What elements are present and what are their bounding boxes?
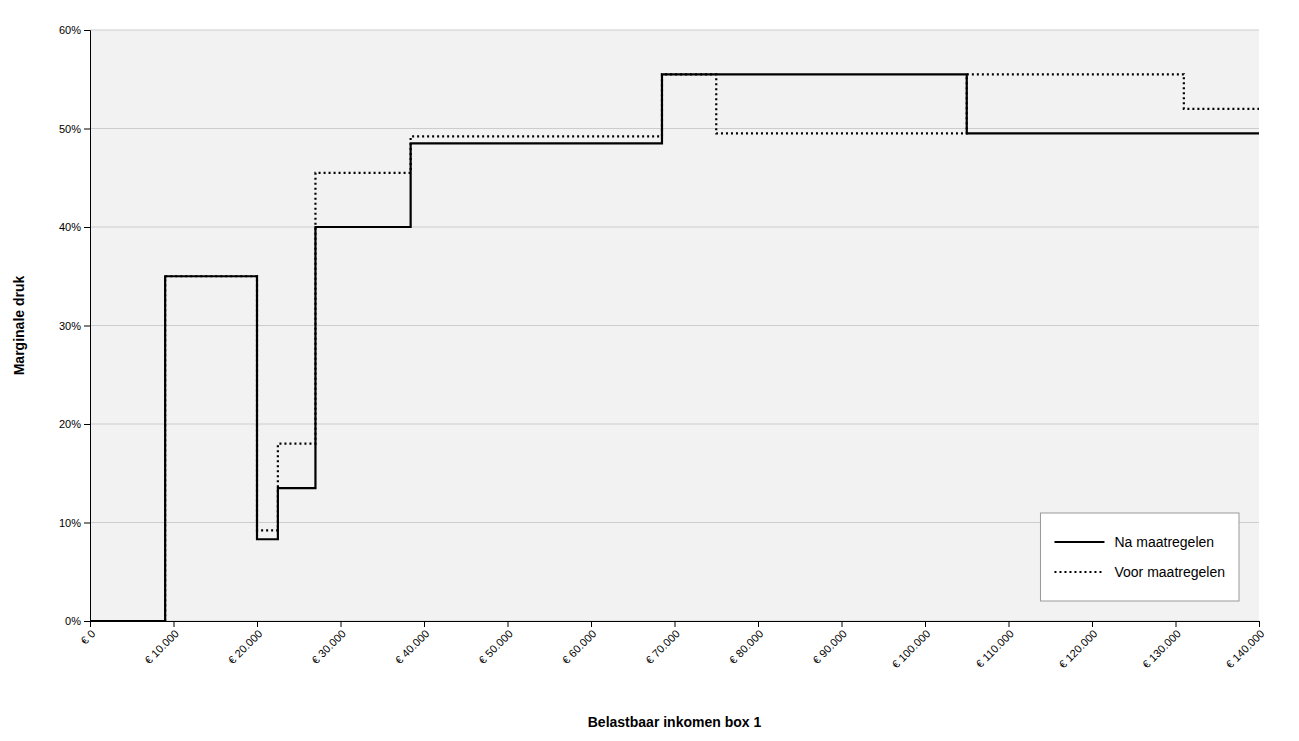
- y-axis-title: Marginale druk: [11, 276, 27, 376]
- grid-line: [90, 30, 1259, 31]
- x-tick-label: € 0: [78, 627, 97, 646]
- x-tick-mark: [257, 621, 258, 627]
- y-axis-line: [84, 31, 91, 622]
- x-tick: € 90.000: [810, 621, 849, 666]
- chart: € 0 € 10.000 € 20.000 € 30.000 € 40.000 € 50.…: [0, 0, 1299, 741]
- y-tick: 0%: [65, 615, 90, 627]
- legend-swatch: [1054, 541, 1104, 543]
- y-tick-label: 20%: [59, 418, 81, 430]
- x-tick-label: € 40.000: [393, 627, 432, 666]
- x-axis-line: [91, 622, 1260, 628]
- x-tick-mark: [341, 621, 342, 627]
- y-tick-mark: [84, 227, 90, 228]
- y-axis: 0% 10% 20% 30% 40% 50% 60%: [59, 24, 91, 627]
- x-tick: € 50.000: [476, 621, 515, 666]
- x-tick-mark: [675, 621, 676, 627]
- y-tick-label: 10%: [59, 517, 81, 529]
- y-tick: 40%: [59, 221, 90, 233]
- y-tick-mark: [84, 129, 90, 130]
- x-tick-label: € 120.000: [1056, 627, 1099, 670]
- y-tick-mark: [84, 30, 90, 31]
- x-tick-label: € 90.000: [810, 627, 849, 666]
- x-tick: € 60.000: [560, 621, 599, 666]
- x-tick: € 80.000: [727, 621, 766, 666]
- x-tick-mark: [758, 621, 759, 627]
- x-tick-label: € 20.000: [226, 627, 265, 666]
- x-tick-label: € 10.000: [142, 627, 181, 666]
- x-tick: € 120.000: [1056, 621, 1099, 670]
- grid: [90, 30, 1259, 621]
- lines: [90, 74, 1259, 621]
- legend-box: [1040, 513, 1239, 601]
- x-tick-label: € 130.000: [1140, 627, 1183, 670]
- x-tick: € 10.000: [142, 621, 181, 666]
- x-tick-label: € 60.000: [560, 627, 599, 666]
- x-tick: € 110.000: [973, 621, 1016, 670]
- x-tick-mark: [508, 621, 509, 627]
- legend: Na maatregelen Voor maatregelen: [1040, 513, 1239, 601]
- grid-line: [90, 424, 1259, 425]
- x-tick-label: € 30.000: [309, 627, 348, 666]
- x-tick-label: € 50.000: [476, 627, 515, 666]
- y-tick-mark: [84, 621, 90, 622]
- plot: € 0 € 10.000 € 20.000 € 30.000 € 40.000 € 50.…: [59, 24, 1267, 670]
- grid-line: [90, 227, 1259, 228]
- y-tick: 30%: [59, 320, 90, 332]
- y-tick-label: 60%: [59, 24, 81, 36]
- y-tick: 20%: [59, 418, 90, 430]
- y-tick-mark: [84, 424, 90, 425]
- x-tick: € 130.000: [1140, 621, 1183, 670]
- x-tick-mark: [174, 621, 175, 627]
- y-tick-mark: [84, 326, 90, 327]
- x-tick-mark: [1009, 621, 1010, 627]
- x-axis-title: Belastbaar inkomen box 1: [588, 714, 762, 730]
- x-tick: € 0: [78, 621, 97, 647]
- y-tick-label: 40%: [59, 221, 81, 233]
- x-tick-mark: [424, 621, 425, 627]
- x-tick: € 40.000: [393, 621, 432, 666]
- x-tick: € 140.000: [1223, 621, 1266, 670]
- y-tick-label: 50%: [59, 123, 81, 135]
- x-tick-mark: [1092, 621, 1093, 627]
- y-tick: 60%: [59, 24, 90, 36]
- x-tick: € 30.000: [309, 621, 348, 666]
- plot-background: [90, 30, 1259, 621]
- x-tick-mark: [925, 621, 926, 627]
- legend-swatch: [1054, 571, 1104, 573]
- x-tick: € 20.000: [226, 621, 265, 666]
- x-tick-mark: [591, 621, 592, 627]
- x-tick-label: € 70.000: [643, 627, 682, 666]
- x-tick: € 70.000: [643, 621, 682, 666]
- series-line: [90, 74, 1259, 621]
- grid-line: [90, 128, 1259, 129]
- legend-label: Na maatregelen: [1114, 534, 1214, 550]
- series-line: [90, 74, 1259, 621]
- x-tick-mark: [842, 621, 843, 627]
- x-tick-mark: [1176, 621, 1177, 627]
- x-tick-label: € 100.000: [889, 627, 932, 670]
- grid-line: [90, 325, 1259, 326]
- y-tick-label: 30%: [59, 320, 81, 332]
- y-tick-mark: [84, 523, 90, 524]
- x-tick-mark: [1259, 621, 1260, 627]
- y-tick: 50%: [59, 123, 90, 135]
- x-axis: € 0 € 10.000 € 20.000 € 30.000 € 40.000 € 50.…: [78, 621, 1266, 670]
- x-tick-label: € 110.000: [973, 627, 1016, 670]
- y-tick-label: 0%: [65, 615, 81, 627]
- x-tick-label: € 80.000: [727, 627, 766, 666]
- y-tick: 10%: [59, 517, 90, 529]
- legend-label: Voor maatregelen: [1114, 564, 1225, 580]
- x-tick-label: € 140.000: [1223, 627, 1266, 670]
- x-tick: € 100.000: [889, 621, 932, 670]
